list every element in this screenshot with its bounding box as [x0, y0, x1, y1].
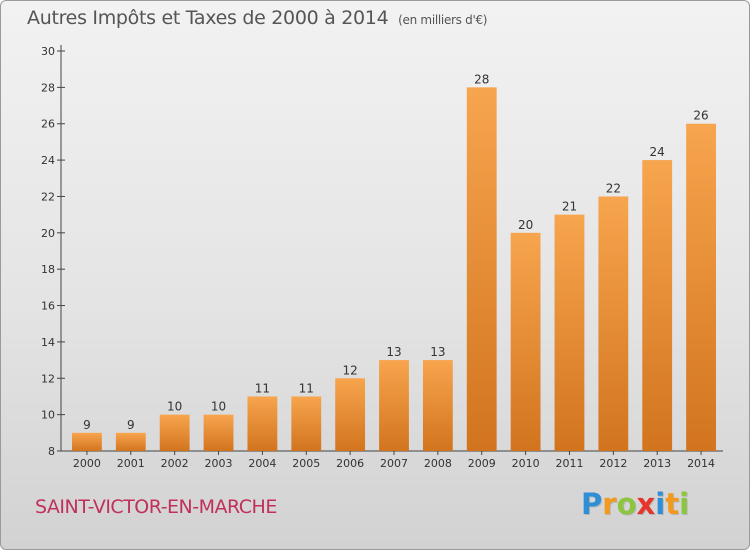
chart-title: Autres Impôts et Taxes de 2000 à 2014 (e…: [27, 7, 487, 29]
y-tick-label: 12: [41, 372, 55, 385]
chart-data-labels: 9 9 10 10 11 11 12 13 13 28 20 21 22 24 26: [83, 72, 709, 431]
logo-letter: r: [602, 487, 617, 521]
data-label: 9: [83, 418, 91, 432]
data-label: 10: [211, 400, 226, 414]
data-label: 9: [127, 418, 135, 432]
x-tick-label: 2009: [468, 457, 496, 470]
x-tick-label: 2006: [336, 457, 364, 470]
data-label: 21: [562, 200, 577, 214]
y-tick-label: 26: [41, 118, 55, 131]
y-tick-label: 20: [41, 227, 55, 240]
bar-2001: [115, 432, 146, 451]
y-tick-label: 24: [41, 154, 55, 167]
x-tick-label: 2007: [380, 457, 408, 470]
x-tick-label: 2000: [73, 457, 101, 470]
logo-letter: x: [636, 487, 656, 521]
x-tick-label: 2010: [512, 457, 540, 470]
data-label: 22: [606, 181, 621, 195]
y-tick-label: 18: [41, 263, 55, 276]
logo-letter: i: [679, 487, 690, 521]
x-tick-label: 2001: [117, 457, 145, 470]
chart-title-main: Autres Impôts et Taxes de 2000 à 2014: [27, 7, 389, 29]
y-tick-label: 10: [41, 409, 55, 422]
bar-2007: [379, 360, 409, 451]
y-tick-label: 8: [48, 445, 55, 458]
x-tick-label: 2008: [424, 457, 452, 470]
bar-2008: [422, 360, 453, 451]
logo-letter: t: [665, 487, 680, 521]
bar-2003: [203, 414, 234, 451]
y-tick-label: 28: [41, 81, 55, 94]
y-tick-label: 30: [41, 45, 55, 58]
bar-2012: [598, 196, 629, 451]
x-tick-label: 2012: [599, 457, 627, 470]
bar-2011: [554, 214, 585, 451]
data-label: 24: [650, 145, 665, 159]
x-tick-label: 2004: [248, 457, 276, 470]
x-tick-label: 2013: [643, 457, 671, 470]
logo-letter: o: [616, 487, 637, 521]
data-label: 26: [693, 109, 708, 123]
bar-2000: [72, 432, 102, 451]
data-label: 13: [386, 345, 401, 359]
chart-title-unit: (en milliers d'€): [398, 13, 488, 27]
bar-2010: [510, 232, 541, 451]
logo-letter: i: [655, 487, 666, 521]
town-name: SAINT-VICTOR-EN-MARCHE: [35, 496, 277, 518]
data-label: 20: [518, 218, 533, 232]
data-label: 12: [342, 363, 357, 377]
proxiti-logo: Proxiti: [581, 487, 689, 521]
bar-2014: [686, 123, 716, 452]
y-tick-label: 14: [41, 336, 55, 349]
y-tick-label: 16: [41, 300, 55, 313]
bar-2005: [291, 396, 322, 451]
data-label: 11: [255, 381, 270, 395]
bar-2006: [335, 378, 366, 451]
bar-2004: [247, 396, 278, 451]
x-tick-label: 2003: [205, 457, 233, 470]
data-label: 11: [299, 381, 314, 395]
x-tick-label: 2011: [555, 457, 583, 470]
logo-letter: P: [581, 487, 603, 521]
chart-bars: [72, 87, 716, 452]
bar-2002: [159, 414, 190, 451]
data-label: 28: [474, 72, 489, 86]
data-label: 10: [167, 400, 182, 414]
x-tick-label: 2005: [292, 457, 320, 470]
x-tick-label: 2002: [161, 457, 189, 470]
bar-2013: [642, 160, 673, 451]
x-tick-label: 2014: [687, 457, 715, 470]
y-tick-label: 22: [41, 190, 55, 203]
data-label: 13: [430, 345, 445, 359]
bar-2009: [466, 87, 497, 451]
